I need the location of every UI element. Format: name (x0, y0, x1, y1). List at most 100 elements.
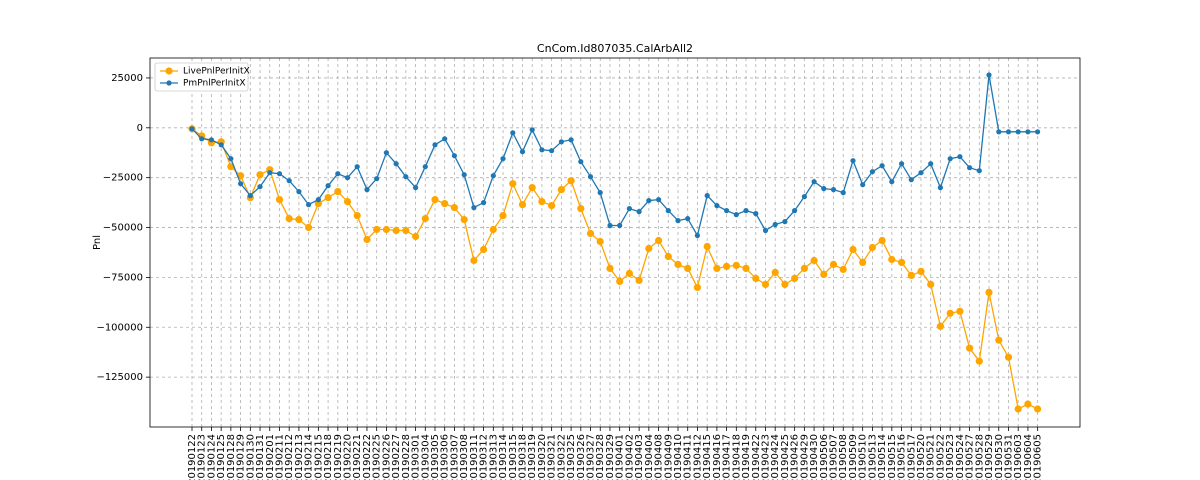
data-point (888, 255, 896, 264)
data-point (257, 184, 263, 190)
data-point (1035, 129, 1041, 135)
data-point (450, 204, 458, 212)
data-point (354, 164, 360, 170)
data-point (189, 126, 195, 132)
series-layer (188, 72, 1042, 413)
legend-marker (166, 80, 172, 86)
x-tick-label: 20190130 (245, 434, 256, 480)
data-point (635, 276, 643, 284)
data-point (889, 179, 895, 185)
data-point (364, 187, 370, 193)
data-point (490, 173, 496, 179)
series-line (191, 128, 1038, 410)
data-point (383, 150, 389, 156)
x-tick-label: 20190514 (877, 434, 888, 480)
data-point (228, 156, 234, 162)
data-point (607, 222, 613, 229)
data-point (840, 190, 846, 196)
x-tick-label: 20190225 (372, 434, 383, 480)
data-point (285, 215, 293, 223)
data-point (481, 200, 487, 206)
data-point (412, 232, 420, 241)
data-point (684, 264, 692, 272)
x-tick-label: 20190315 (508, 434, 519, 480)
data-point (218, 142, 224, 148)
x-tick-label: 20190125 (216, 434, 227, 480)
data-point (811, 179, 817, 185)
data-point (976, 168, 982, 174)
data-point (956, 307, 964, 315)
data-point (1034, 405, 1042, 413)
data-point (714, 203, 720, 209)
x-tick-label: 20190201 (265, 434, 276, 480)
legend-label: PmPnlPerInitX (183, 79, 246, 89)
data-point (810, 256, 818, 265)
data-point (199, 136, 205, 142)
data-point (374, 176, 380, 182)
data-point (801, 194, 808, 200)
data-point (324, 194, 332, 202)
x-tick-label: 20190529 (984, 434, 995, 480)
series-line (191, 74, 1038, 238)
data-point (723, 262, 731, 270)
data-point (499, 212, 507, 220)
data-point (519, 149, 526, 155)
y-axis-label: Pnl (92, 235, 103, 250)
data-point (586, 229, 595, 238)
data-point (382, 225, 390, 234)
data-point (772, 221, 778, 228)
data-point (928, 161, 934, 167)
data-point (693, 283, 702, 291)
data-point (489, 225, 497, 234)
x-tick-label: 20190325 (566, 434, 577, 480)
x-tick-label: 20190122 (187, 434, 198, 480)
x-tick-label: 20190419 (741, 434, 752, 480)
legend-marker (165, 67, 173, 75)
x-tick-label: 20190228 (401, 434, 412, 480)
data-point (665, 208, 671, 214)
x-tick-label: 20190215 (313, 434, 324, 480)
x-tick-label: 20190401 (615, 434, 626, 480)
data-point (568, 137, 574, 143)
x-tick-label: 20190422 (751, 434, 762, 480)
data-point (908, 177, 914, 183)
data-point (753, 211, 759, 217)
x-tick-label: 20190530 (994, 434, 1005, 480)
data-point (305, 223, 313, 232)
data-point (645, 244, 653, 253)
data-point (606, 264, 614, 272)
x-tick-label: 20190527 (965, 434, 976, 480)
series-LivePnlPerInitX (188, 125, 1042, 413)
data-point (674, 260, 682, 268)
data-point (879, 163, 885, 169)
data-point (859, 258, 867, 266)
data-point (820, 270, 828, 278)
data-point (868, 243, 877, 252)
data-point (732, 261, 740, 269)
x-tick-label: 20190227 (391, 434, 402, 480)
x-tick-label: 20190426 (790, 434, 801, 480)
data-point (830, 187, 837, 193)
x-tick-label: 20190415 (702, 434, 713, 480)
data-point (694, 232, 701, 239)
data-point (1025, 129, 1031, 135)
data-point (597, 190, 603, 196)
data-point (685, 216, 691, 222)
data-point (392, 226, 400, 235)
data-point (829, 260, 838, 268)
x-tick-label: 20190604 (1023, 434, 1034, 480)
data-point (937, 185, 944, 191)
x-tick-label: 20190510 (858, 434, 869, 480)
y-tick-label: −25000 (103, 173, 143, 184)
x-tick-label: 20190402 (624, 434, 635, 480)
data-point (470, 256, 478, 265)
plot-area-frame (149, 57, 1081, 428)
data-point (733, 212, 739, 218)
x-tick-label: 20190417 (722, 434, 733, 480)
x-tick-label: 20190328 (595, 434, 606, 480)
data-point (441, 200, 449, 208)
x-tick-label: 20190131 (255, 434, 266, 480)
data-point (460, 216, 468, 224)
data-point (500, 156, 506, 162)
x-tick-label: 20190311 (469, 434, 480, 480)
